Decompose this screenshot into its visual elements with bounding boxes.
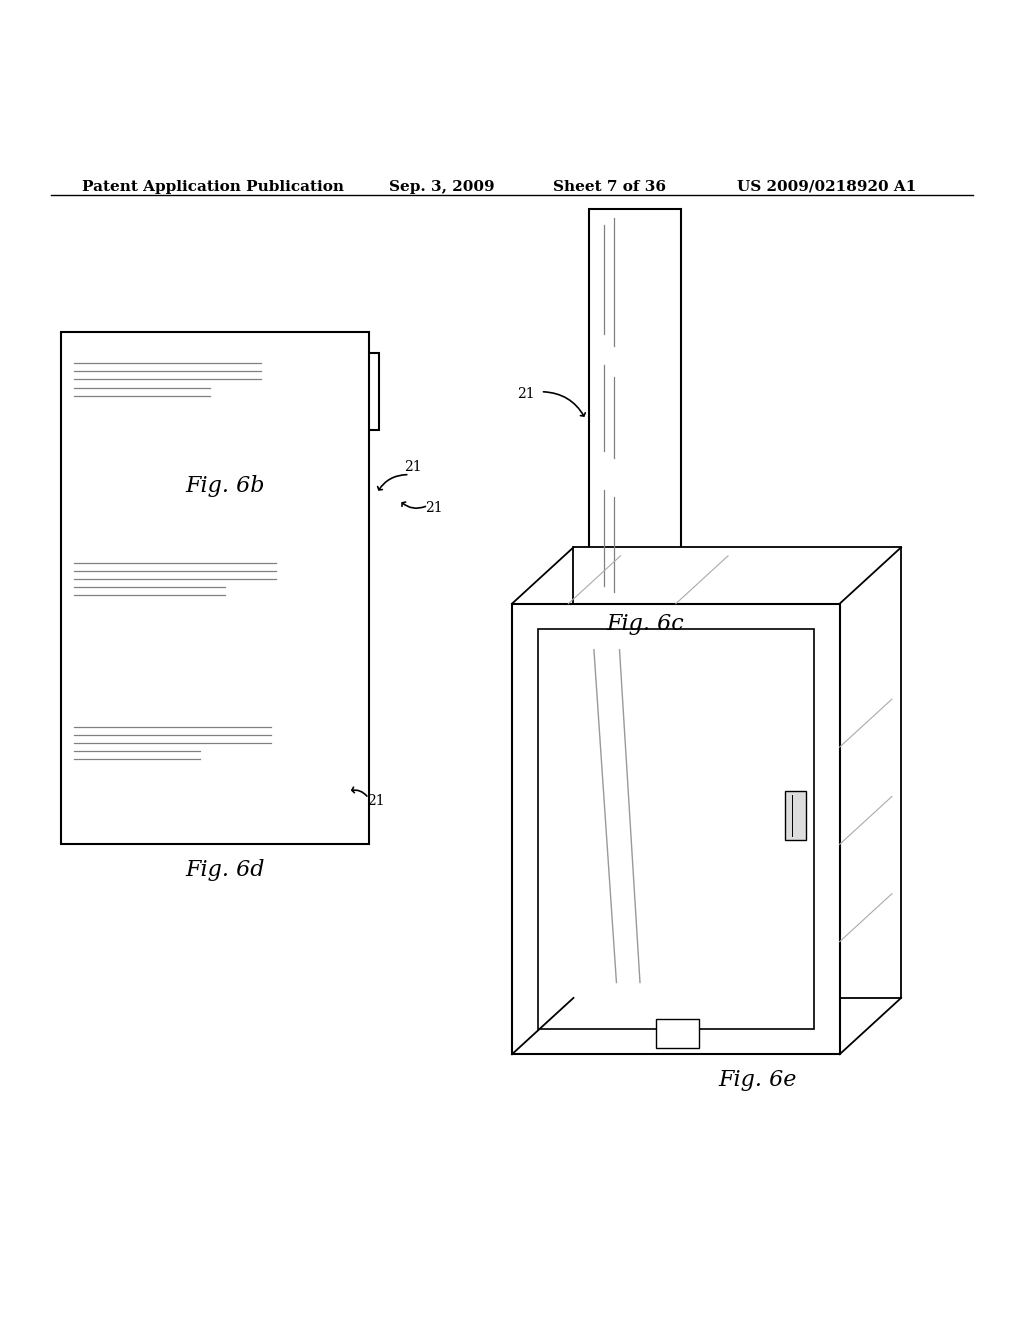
Text: Fig. 6c: Fig. 6c [606,614,684,635]
Text: US 2009/0218920 A1: US 2009/0218920 A1 [737,180,916,194]
Bar [785,791,806,840]
Bar [656,1019,699,1048]
Bar [72,352,379,429]
Text: Fig. 6b: Fig. 6b [185,475,265,496]
Text: 21: 21 [404,461,422,474]
Text: 21: 21 [367,795,384,808]
Bar [61,333,369,845]
Text: Sheet 7 of 36: Sheet 7 of 36 [553,180,666,194]
Bar [589,210,681,598]
Bar [573,548,901,998]
Text: Sep. 3, 2009: Sep. 3, 2009 [389,180,495,194]
Text: Fig. 6d: Fig. 6d [185,859,265,880]
Text: Patent Application Publication: Patent Application Publication [82,180,344,194]
Bar [538,630,814,1028]
Bar [90,363,360,420]
Text: 21: 21 [425,502,442,515]
Bar [90,363,102,420]
Bar [348,363,360,420]
Text: Fig. 6e: Fig. 6e [719,1069,797,1090]
Bar [512,603,840,1055]
Text: 21: 21 [517,387,535,401]
